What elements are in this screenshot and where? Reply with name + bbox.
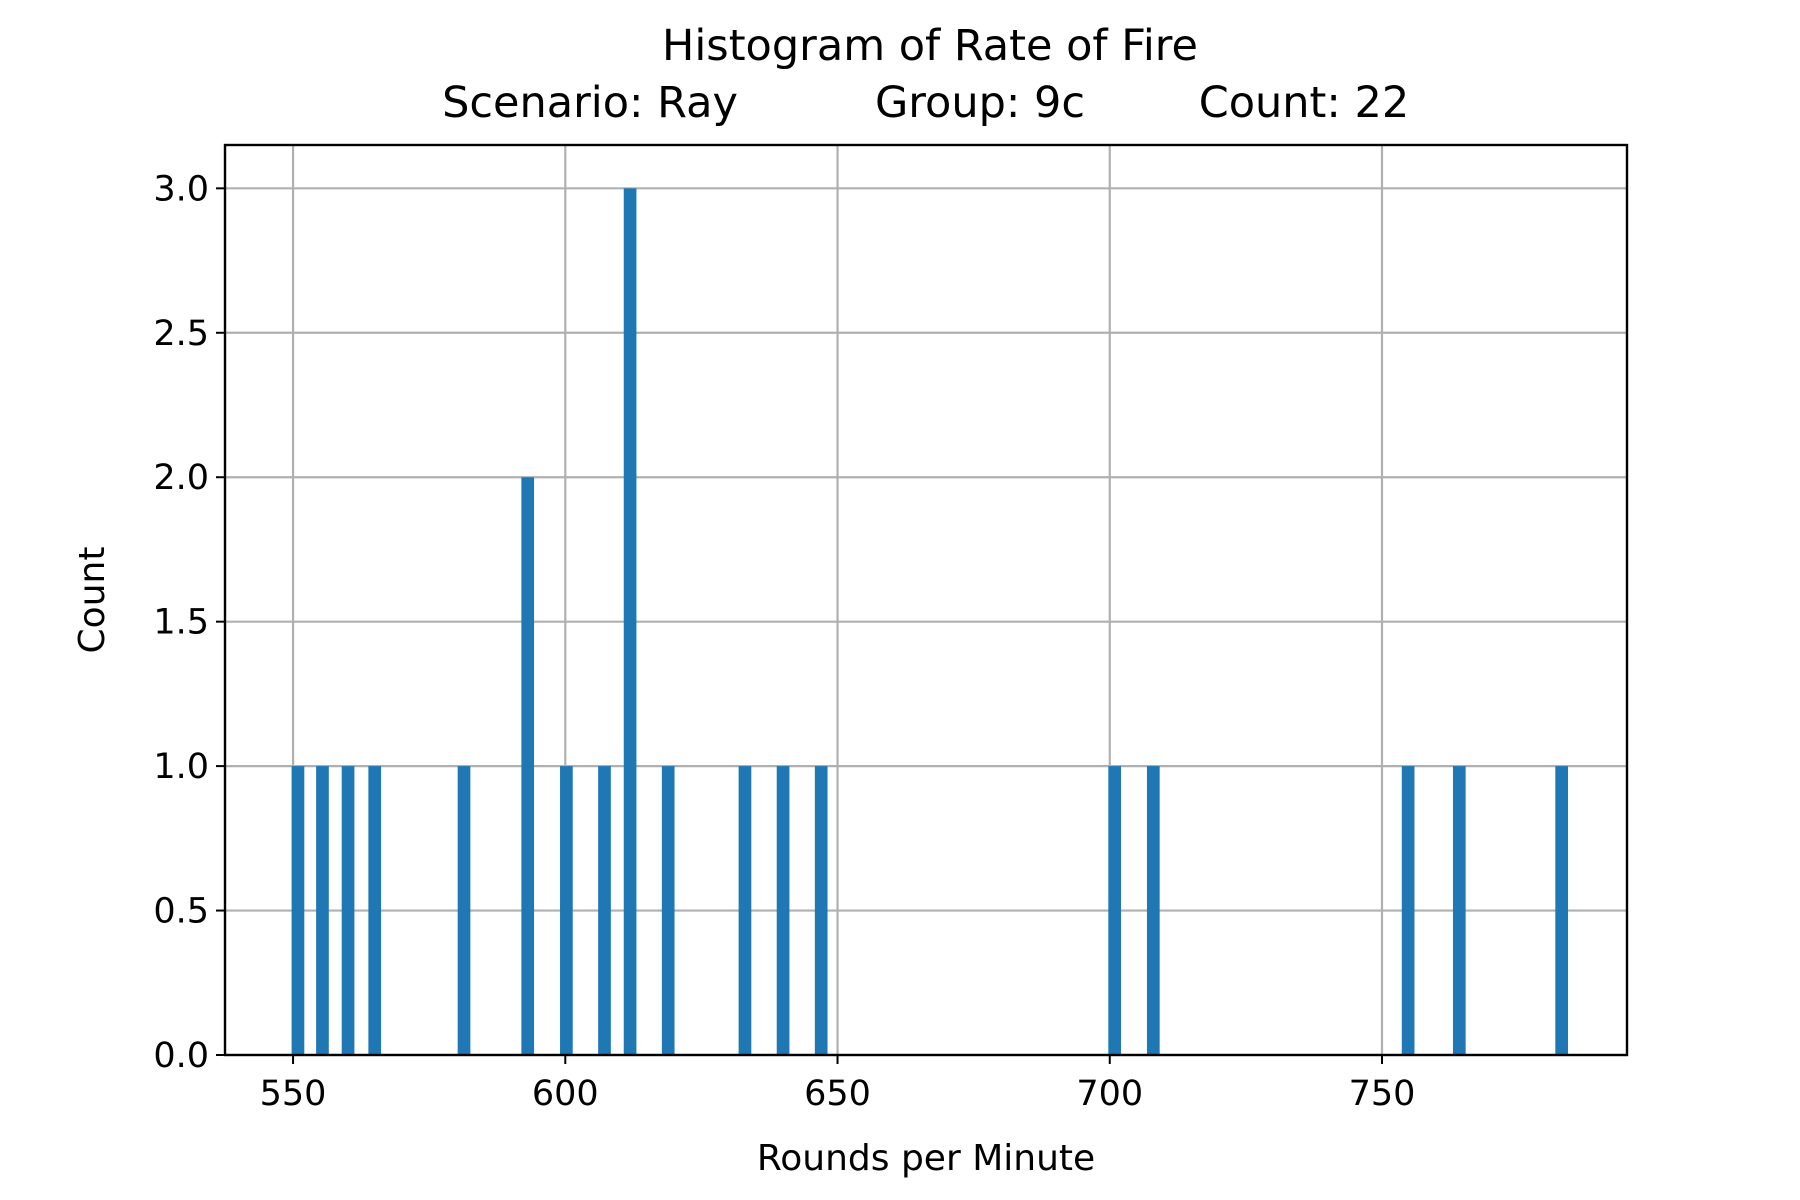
histogram-bar xyxy=(457,766,471,1055)
histogram-bar xyxy=(341,766,355,1055)
y-tick-label: 2.0 xyxy=(153,458,209,498)
y-tick-label: 0.5 xyxy=(153,892,209,932)
y-tick-label: 1.0 xyxy=(153,747,209,787)
histogram-bar xyxy=(291,766,305,1055)
chart-subtitle-scenario: Scenario: Ray xyxy=(442,78,738,128)
plot-frame xyxy=(223,143,1629,1057)
histogram-bar xyxy=(623,188,637,1056)
histogram-bar xyxy=(560,766,573,1055)
histogram-bar xyxy=(776,766,790,1055)
y-tick-label: 3.0 xyxy=(153,169,209,209)
chart-subtitle-count: Count: 22 xyxy=(1199,78,1410,128)
x-tick-label: 650 xyxy=(804,1074,871,1114)
histogram-bar xyxy=(738,766,752,1055)
histogram-bar xyxy=(1555,766,1569,1055)
histogram-bar xyxy=(814,766,828,1055)
histogram-bar xyxy=(316,766,329,1055)
histogram-bar xyxy=(368,766,382,1055)
x-tick-label: 600 xyxy=(532,1074,599,1114)
axis-ticks: 550 600 650 700 750 0.0 0.5 1.0 1.5 2.0 2.5 3.0 xyxy=(153,169,1415,1114)
histogram-bar xyxy=(1452,766,1466,1055)
chart-subtitle-group: Group: 9c xyxy=(875,78,1085,128)
bars-group xyxy=(291,188,1569,1056)
grid-lines xyxy=(225,145,1627,1057)
y-tick-label: 1.5 xyxy=(153,603,209,643)
histogram-bar xyxy=(661,766,675,1055)
chart-title: Histogram of Rate of Fire xyxy=(662,21,1198,71)
x-axis-label: Rounds per Minute xyxy=(757,1138,1095,1179)
histogram-bar xyxy=(1146,766,1160,1055)
y-axis-label: Count xyxy=(72,547,113,654)
x-tick-label: 550 xyxy=(260,1074,327,1114)
histogram-bar xyxy=(521,477,535,1055)
histogram-bar xyxy=(598,766,611,1055)
x-tick-label: 750 xyxy=(1349,1074,1416,1114)
y-tick-label: 2.5 xyxy=(153,314,209,354)
histogram-bar xyxy=(1401,766,1415,1055)
histogram-bar xyxy=(1108,766,1122,1055)
x-tick-label: 700 xyxy=(1076,1074,1143,1114)
y-tick-label: 0.0 xyxy=(153,1036,209,1076)
